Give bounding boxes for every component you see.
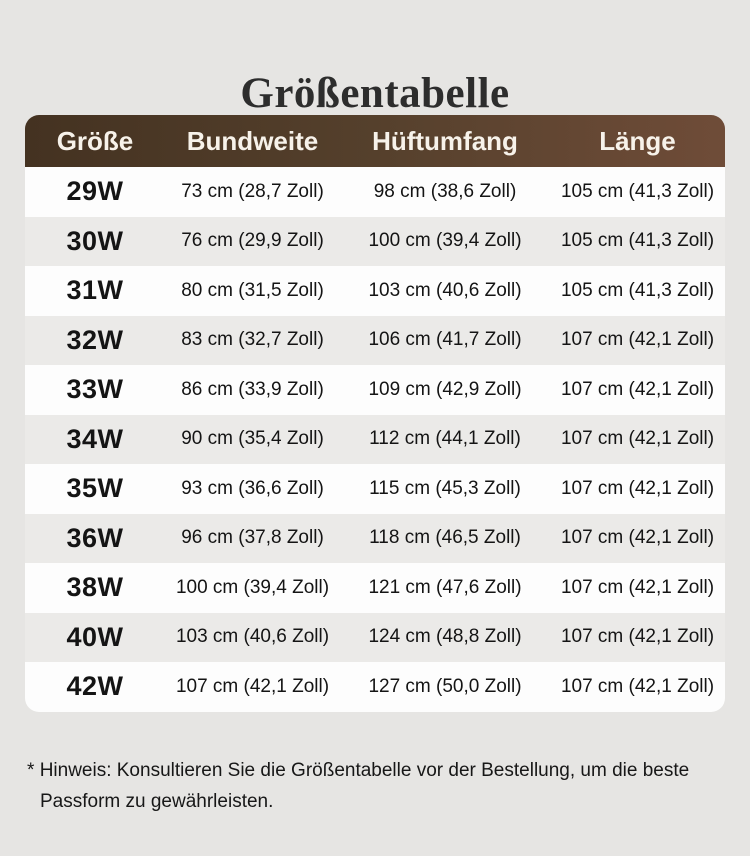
measurement-cell: 115 cm (45,3 Zoll) xyxy=(369,477,521,499)
measurement-cell: 107 cm (42,1 Zoll) xyxy=(560,675,715,697)
table-row: 36W 96 cm (37,8 Zoll) 118 cm (46,5 Zoll)… xyxy=(25,513,725,563)
size-cell: 30W xyxy=(66,225,124,256)
measurement-cell: 109 cm (42,9 Zoll) xyxy=(368,378,522,400)
measurement-cell: 83 cm (32,7 Zoll) xyxy=(181,329,324,351)
size-cell: 31W xyxy=(66,275,124,306)
measurement-cell: 121 cm (47,6 Zoll) xyxy=(368,576,522,598)
column-header-groesse: Größe xyxy=(56,125,134,156)
measurement-cell: 76 cm (29,9 Zoll) xyxy=(181,230,324,252)
size-cell: 33W xyxy=(66,374,124,405)
measurement-cell: 105 cm (41,3 Zoll) xyxy=(560,230,715,252)
measurement-cell: 107 cm (42,1 Zoll) xyxy=(560,428,715,450)
measurement-cell: 124 cm (48,8 Zoll) xyxy=(368,626,522,648)
size-cell: 38W xyxy=(66,572,124,603)
table-row: 32W 83 cm (32,7 Zoll) 106 cm (41,7 Zoll)… xyxy=(25,315,725,365)
measurement-cell: 107 cm (42,1 Zoll) xyxy=(560,477,715,499)
size-cell: 35W xyxy=(66,473,124,504)
table-row: 33W 86 cm (33,9 Zoll) 109 cm (42,9 Zoll)… xyxy=(25,365,725,415)
table-header-row: Größe Bundweite Hüftumfang Länge xyxy=(25,115,725,167)
measurement-cell: 118 cm (46,5 Zoll) xyxy=(369,527,521,549)
table-row: 34W 90 cm (35,4 Zoll) 112 cm (44,1 Zoll)… xyxy=(25,414,725,464)
table-row: 30W 76 cm (29,9 Zoll) 100 cm (39,4 Zoll)… xyxy=(25,216,725,266)
column-header-hueftumfang: Hüftumfang xyxy=(372,125,518,156)
table-row: 42W 107 cm (42,1 Zoll) 127 cm (50,0 Zoll… xyxy=(25,662,725,712)
measurement-cell: 90 cm (35,4 Zoll) xyxy=(181,428,324,450)
measurement-cell: 86 cm (33,9 Zoll) xyxy=(181,378,324,400)
measurement-cell: 107 cm (42,1 Zoll) xyxy=(560,378,715,400)
table-row: 40W 103 cm (40,6 Zoll) 124 cm (48,8 Zoll… xyxy=(25,612,725,662)
size-cell: 36W xyxy=(66,522,124,553)
size-cell: 40W xyxy=(66,621,124,652)
measurement-cell: 103 cm (40,6 Zoll) xyxy=(368,279,522,301)
column-header-bundweite: Bundweite xyxy=(186,125,319,156)
size-cell: 29W xyxy=(66,176,124,207)
measurement-cell: 93 cm (36,6 Zoll) xyxy=(181,477,324,499)
column-header-laenge: Länge xyxy=(599,125,676,156)
size-chart-table: Größe Bundweite Hüftumfang Länge 29W 73 … xyxy=(25,115,725,712)
measurement-cell: 103 cm (40,6 Zoll) xyxy=(175,626,330,648)
measurement-cell: 100 cm (39,4 Zoll) xyxy=(368,230,522,252)
measurement-cell: 105 cm (41,3 Zoll) xyxy=(560,279,715,301)
table-row: 38W 100 cm (39,4 Zoll) 121 cm (47,6 Zoll… xyxy=(25,563,725,613)
measurement-cell: 127 cm (50,0 Zoll) xyxy=(368,675,522,697)
table-body: 29W 73 cm (28,7 Zoll) 98 cm (38,6 Zoll) … xyxy=(25,167,725,712)
measurement-cell: 107 cm (42,1 Zoll) xyxy=(560,576,715,598)
measurement-cell: 107 cm (42,1 Zoll) xyxy=(560,329,715,351)
measurement-cell: 106 cm (41,7 Zoll) xyxy=(368,329,522,351)
measurement-cell: 100 cm (39,4 Zoll) xyxy=(175,576,330,598)
footnote-text: Hinweis: Konsultieren Sie die Größentabe… xyxy=(39,760,690,812)
size-cell: 32W xyxy=(66,324,124,355)
measurement-cell: 73 cm (28,7 Zoll) xyxy=(181,180,324,202)
size-cell: 34W xyxy=(66,423,124,454)
footnote: * Hinweis: Konsultieren Sie die Größenta… xyxy=(0,755,740,817)
measurement-cell: 112 cm (44,1 Zoll) xyxy=(369,428,521,450)
table-row: 35W 93 cm (36,6 Zoll) 115 cm (45,3 Zoll)… xyxy=(25,464,725,514)
measurement-cell: 107 cm (42,1 Zoll) xyxy=(560,527,715,549)
measurement-cell: 98 cm (38,6 Zoll) xyxy=(373,180,517,202)
table-row: 31W 80 cm (31,5 Zoll) 103 cm (40,6 Zoll)… xyxy=(25,266,725,316)
table-row: 29W 73 cm (28,7 Zoll) 98 cm (38,6 Zoll) … xyxy=(25,167,725,217)
page-title: Größentabelle xyxy=(240,69,510,117)
measurement-cell: 105 cm (41,3 Zoll) xyxy=(560,180,715,202)
footnote-marker: * xyxy=(27,760,35,781)
size-cell: 42W xyxy=(66,671,124,702)
measurement-cell: 96 cm (37,8 Zoll) xyxy=(181,527,324,549)
measurement-cell: 107 cm (42,1 Zoll) xyxy=(560,626,715,648)
measurement-cell: 107 cm (42,1 Zoll) xyxy=(175,675,330,697)
measurement-cell: 80 cm (31,5 Zoll) xyxy=(181,279,324,301)
